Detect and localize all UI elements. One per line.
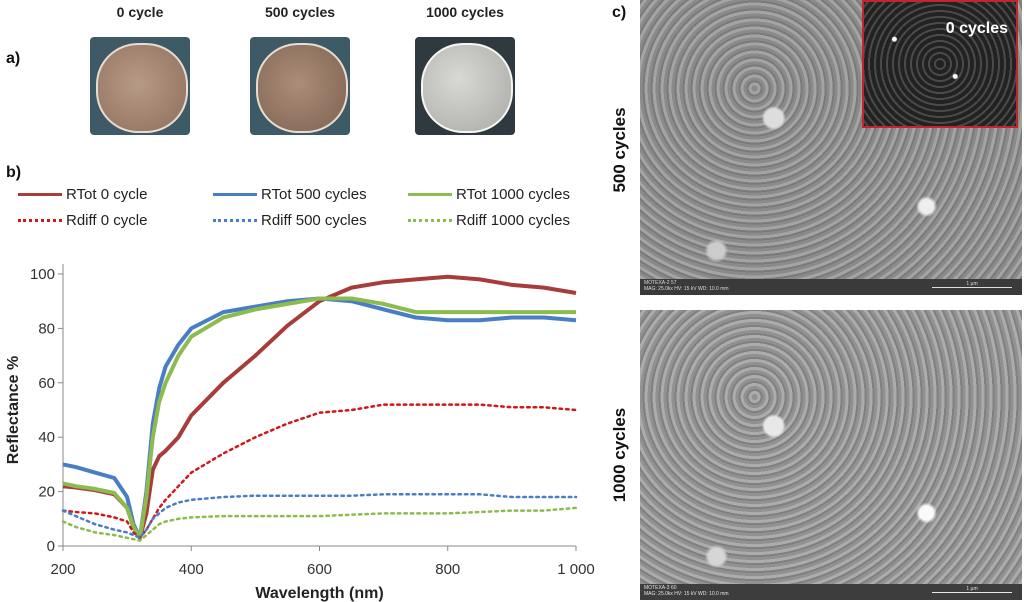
legend-item: Rdiff 0 cycle [18, 212, 147, 229]
legend-label: RTot 1000 cycles [456, 186, 570, 203]
series-line-3 [61, 403, 578, 540]
photo-caption: 0 cycle [116, 4, 164, 20]
scale-bar: 1 µm [932, 586, 1012, 593]
x-tick-label: 400 [179, 561, 204, 578]
panel-a-label: a) [6, 50, 21, 67]
panel-c-label: c) [612, 4, 627, 21]
series-line-4 [61, 493, 578, 540]
sem-meta: MOTEXA-3 60 [644, 585, 677, 591]
x-tick-label: 1 000 [557, 561, 595, 578]
sample-photo-0-cycle [90, 37, 190, 135]
x-axis-title: Wavelength (nm) [255, 585, 383, 602]
series-line-1 [62, 296, 577, 540]
y-tick-label: 60 [38, 375, 55, 392]
sem-meta: MOTEXA-2 57 [644, 280, 677, 286]
sample-photo-1000-cycles [415, 37, 515, 135]
panel-b-label: b) [6, 164, 22, 181]
legend-item: RTot 0 cycle [18, 186, 147, 203]
sem-info-bar: MOTEXA-2 57 MAG: 25.0kx HV: 15 kV WD: 10.… [640, 279, 1022, 295]
y-tick-label: 40 [38, 429, 55, 446]
legend-label: RTot 0 cycle [66, 186, 148, 203]
legend-label: Rdiff 0 cycle [66, 212, 148, 229]
y-axis-title: Reflectance % [5, 356, 22, 465]
legend-label: Rdiff 1000 cycles [456, 212, 570, 229]
x-tick-label: 600 [307, 561, 332, 578]
legend-item: Rdiff 1000 cycles [408, 212, 570, 229]
sem-info-bar: MOTEXA-3 60 MAG: 25.0kx HV: 15 kV WD: 10.… [640, 584, 1022, 600]
sem-label-500: 500 cycles [610, 107, 629, 193]
series-line-2 [62, 296, 576, 540]
legend-label: RTot 500 cycles [261, 186, 367, 203]
sem-label-1000: 1000 cycles [610, 407, 629, 503]
sem-image-1000-cycles: MOTEXA-3 60 MAG: 25.0kx HV: 15 kV WD: 10.… [640, 310, 1022, 600]
series-line-5 [61, 506, 578, 542]
sem-meta: MAG: 25.0kx HV: 15 kV WD: 10.0 mm [644, 286, 729, 292]
legend-item: RTot 500 cycles [213, 186, 367, 203]
photo-caption: 500 cycles [264, 4, 336, 20]
y-tick-label: 80 [38, 320, 55, 337]
y-tick-label: 20 [38, 484, 55, 501]
reflectance-chart: 0 20 40 60 80 100 200 400 600 800 1 000 Wavelength … [5, 264, 595, 602]
sample-photo-500-cycles [250, 37, 350, 135]
x-tick-label: 800 [435, 561, 460, 578]
photo-caption: 1000 cycles [426, 4, 504, 20]
sem-inset-0-cycles: 0 cycles [862, 0, 1018, 128]
scale-bar: 1 µm [932, 281, 1012, 288]
legend-item: Rdiff 500 cycles [213, 212, 367, 229]
x-tick-label: 200 [50, 561, 75, 578]
y-tick-label: 100 [30, 266, 55, 283]
legend-item: RTot 1000 cycles [408, 186, 570, 203]
sem-meta: MAG: 25.0kx HV: 15 kV WD: 10.0 mm [644, 591, 729, 597]
y-tick-label: 0 [47, 538, 55, 555]
inset-label: 0 cycles [945, 20, 1008, 37]
series-line-0 [62, 274, 577, 540]
legend-label: Rdiff 500 cycles [261, 212, 367, 229]
